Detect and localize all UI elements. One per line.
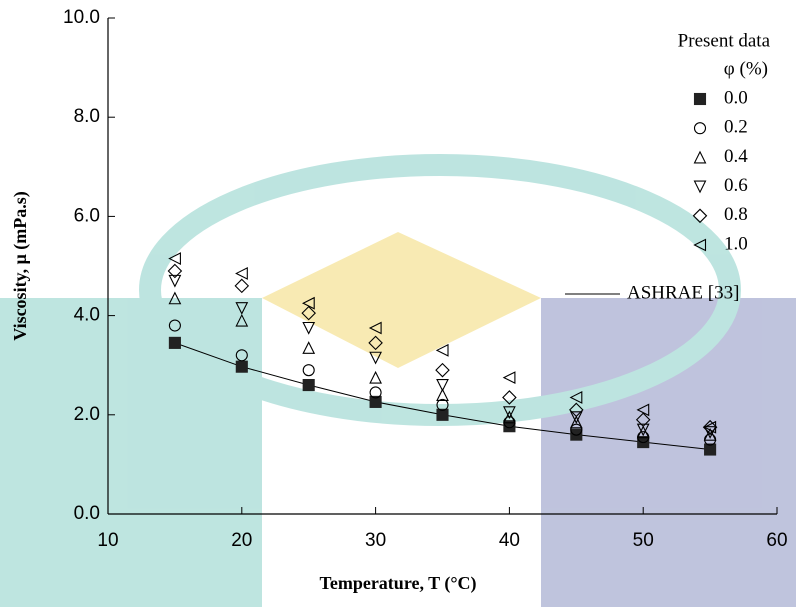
marker <box>369 351 382 365</box>
marker <box>235 349 248 362</box>
legend-label: 0.2 <box>724 117 748 138</box>
marker <box>693 238 707 252</box>
marker <box>301 296 315 310</box>
marker <box>636 403 650 417</box>
marker <box>636 425 650 439</box>
marker <box>369 395 382 408</box>
marker <box>703 426 717 439</box>
watermark-block <box>0 298 262 607</box>
y-tick-label: 0.0 <box>74 503 100 524</box>
y-axis-label: Viscosity, μ (mPa.s) <box>10 191 31 341</box>
marker <box>168 336 181 349</box>
marker <box>234 278 250 294</box>
marker <box>235 360 248 373</box>
x-tick-label: 20 <box>231 530 252 551</box>
marker <box>302 321 316 335</box>
watermark-diamond <box>262 232 541 368</box>
x-tick-label: 60 <box>766 530 787 551</box>
marker <box>235 267 248 280</box>
marker <box>168 274 182 288</box>
marker <box>636 423 650 437</box>
marker <box>436 408 449 421</box>
watermark <box>0 154 796 607</box>
legend-label: ASHRAE [33] <box>627 282 739 303</box>
marker <box>435 362 450 378</box>
legend-subtitle: φ (%) <box>724 58 768 79</box>
marker <box>693 122 707 135</box>
marker <box>703 427 717 441</box>
marker <box>235 313 249 327</box>
marker <box>703 420 717 434</box>
y-tick-label: 4.0 <box>74 305 100 326</box>
marker <box>702 419 718 435</box>
marker <box>569 402 584 418</box>
y-tick-label: 2.0 <box>74 404 100 425</box>
legend-label: 1.0 <box>724 233 748 254</box>
marker <box>569 415 583 429</box>
marker <box>167 263 183 279</box>
marker <box>569 391 583 404</box>
watermark-block <box>541 298 796 607</box>
y-tick-label: 8.0 <box>74 106 100 127</box>
marker <box>503 420 516 433</box>
marker <box>436 378 449 392</box>
marker <box>570 423 583 436</box>
x-tick-label: 40 <box>499 530 520 551</box>
marker <box>302 378 315 392</box>
x-axis-label: Temperature, T (°C) <box>319 573 476 594</box>
marker <box>503 410 516 424</box>
x-tick-label: 10 <box>97 530 118 551</box>
marker <box>368 321 382 335</box>
marker <box>635 412 651 428</box>
marker <box>302 341 316 354</box>
marker <box>693 180 707 194</box>
marker <box>436 388 449 402</box>
marker <box>302 364 315 377</box>
x-tick-label: 50 <box>633 530 654 551</box>
marker <box>301 305 316 321</box>
marker <box>503 406 516 420</box>
marker <box>235 302 249 315</box>
legend-label: 0.6 <box>724 175 748 196</box>
legend-label: 0.4 <box>724 146 748 167</box>
marker <box>369 370 382 384</box>
x-tick-label: 30 <box>365 530 386 551</box>
marker <box>569 411 583 425</box>
marker <box>168 252 181 265</box>
marker <box>502 371 516 384</box>
marker <box>369 386 382 399</box>
legend-label: 0.0 <box>724 87 748 108</box>
marker <box>502 390 517 405</box>
y-tick-label: 10.0 <box>63 7 100 28</box>
marker <box>704 443 717 456</box>
marker <box>693 92 707 106</box>
legend-title: Present data <box>678 30 771 51</box>
marker <box>168 291 182 305</box>
marker <box>168 319 181 332</box>
marker <box>435 343 449 357</box>
marker <box>692 208 708 224</box>
marker <box>436 398 449 411</box>
marker <box>693 150 707 164</box>
marker <box>368 335 383 351</box>
legend-label: 0.8 <box>724 204 748 225</box>
y-tick-label: 6.0 <box>74 205 100 226</box>
